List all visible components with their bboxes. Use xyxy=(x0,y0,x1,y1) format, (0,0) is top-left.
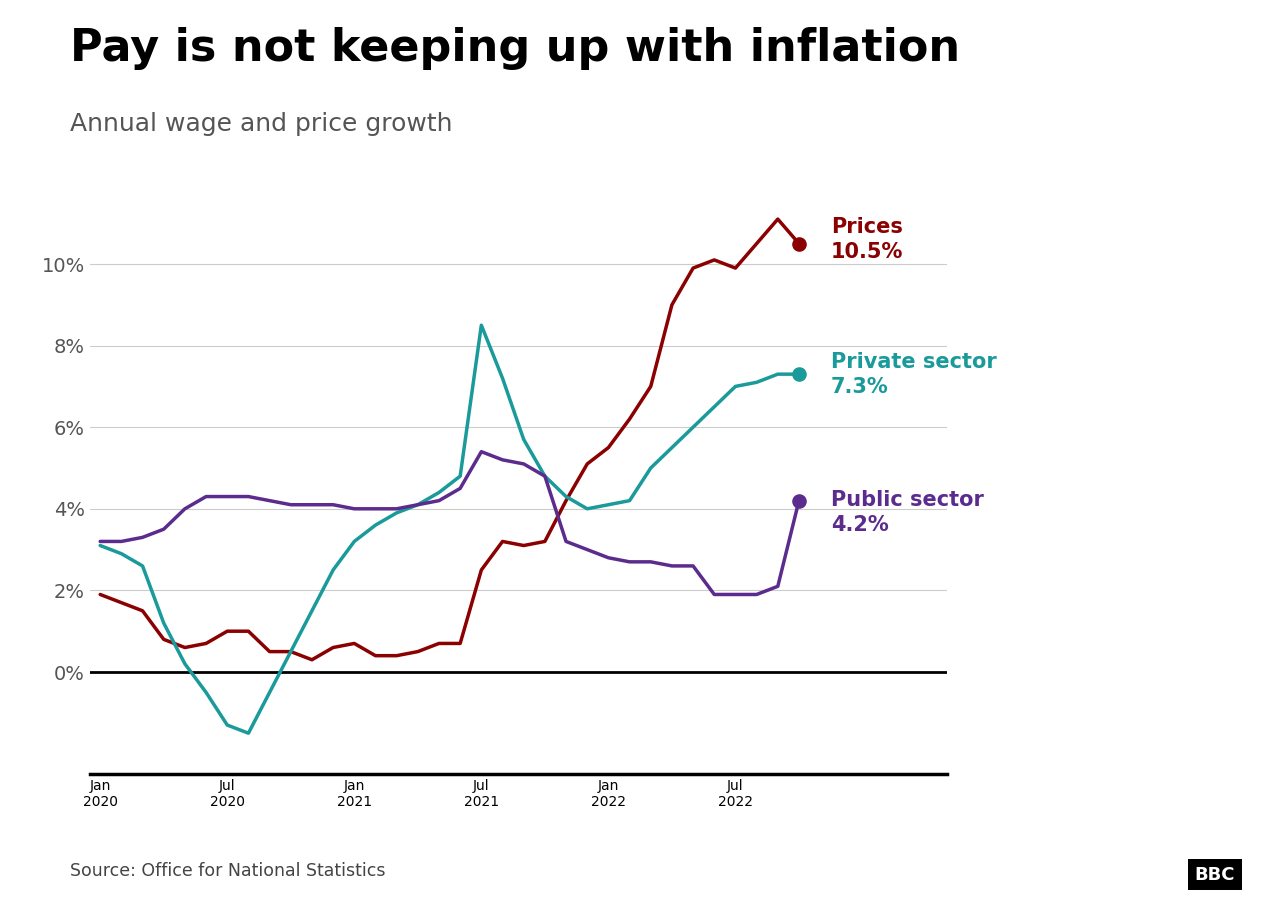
Text: Source: Office for National Statistics: Source: Office for National Statistics xyxy=(70,862,385,880)
Text: Public sector
4.2%: Public sector 4.2% xyxy=(831,491,983,536)
Point xyxy=(788,493,809,508)
Point xyxy=(788,237,809,251)
Text: Pay is not keeping up with inflation: Pay is not keeping up with inflation xyxy=(70,27,960,70)
Text: Prices
10.5%: Prices 10.5% xyxy=(831,217,904,262)
Point xyxy=(788,367,809,382)
Text: BBC: BBC xyxy=(1194,866,1235,884)
Text: Private sector
7.3%: Private sector 7.3% xyxy=(831,352,997,397)
Text: Annual wage and price growth: Annual wage and price growth xyxy=(70,112,453,137)
